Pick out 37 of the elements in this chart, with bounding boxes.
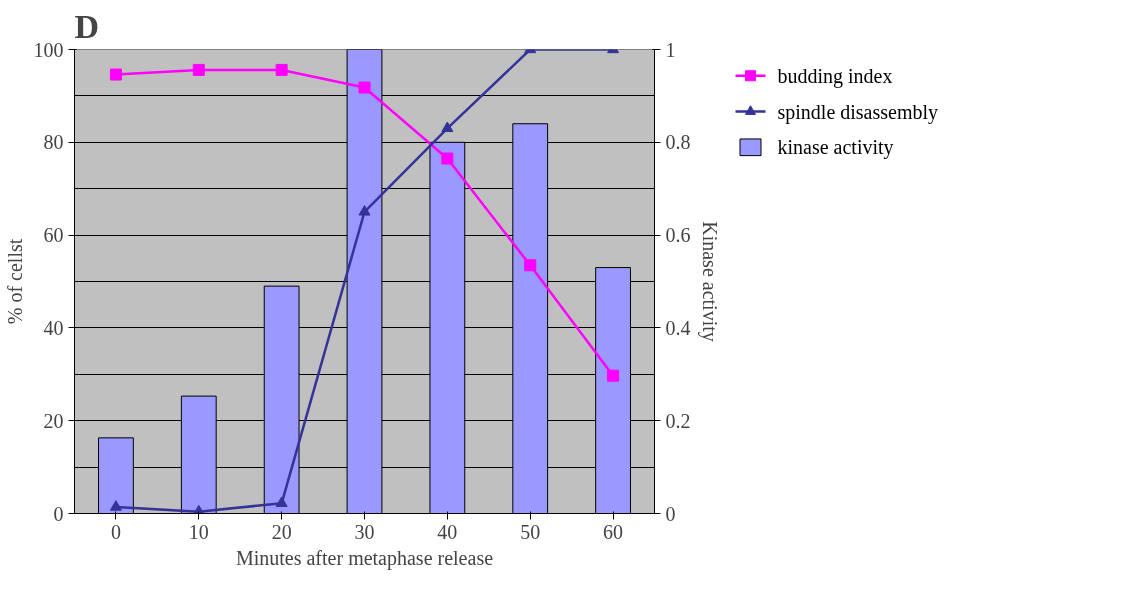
chart-title: D <box>74 7 100 45</box>
point <box>441 152 454 165</box>
point <box>358 205 371 216</box>
legend-label: spindle disassembly <box>777 100 939 124</box>
x-tick-label: 40 <box>437 520 458 543</box>
point <box>275 496 288 507</box>
x-tick-label: 30 <box>354 520 375 543</box>
point <box>192 63 205 76</box>
point <box>109 68 122 81</box>
x-tick-label: 0 <box>110 520 121 543</box>
point <box>275 63 288 76</box>
x-axis-title: Minutes after metaphase release <box>235 546 494 570</box>
point <box>441 121 454 133</box>
legend-label: kinase activity <box>777 136 894 160</box>
y-tick-label: 0 <box>53 502 64 525</box>
y-tick-label: 40 <box>43 316 64 339</box>
y-tick-label: 100 <box>33 38 64 61</box>
point <box>524 259 537 272</box>
point <box>109 500 122 511</box>
y2-tick-label: 0.6 <box>665 224 691 247</box>
x-tick-label: 60 <box>603 520 624 543</box>
y2-tick-label: 0 <box>665 502 676 525</box>
x-tick-label: 50 <box>520 520 541 543</box>
y2-tick-label: 0.8 <box>665 131 691 154</box>
y-axis-title: % of cellst <box>3 238 26 325</box>
legend-label: budding index <box>777 64 893 88</box>
x-tick-label: 10 <box>188 520 209 543</box>
point <box>358 81 371 94</box>
y-tick-label: 60 <box>43 224 64 247</box>
point <box>607 369 620 382</box>
y2-tick-label: 0.4 <box>665 316 691 339</box>
y2-axis-title: Kinase activity <box>697 221 721 342</box>
y2-tick-label: 1 <box>665 38 676 61</box>
y-tick-label: 80 <box>43 131 64 154</box>
y-tick-label: 20 <box>43 409 64 432</box>
y2-tick-label: 0.2 <box>665 409 691 432</box>
x-tick-label: 20 <box>271 520 292 543</box>
